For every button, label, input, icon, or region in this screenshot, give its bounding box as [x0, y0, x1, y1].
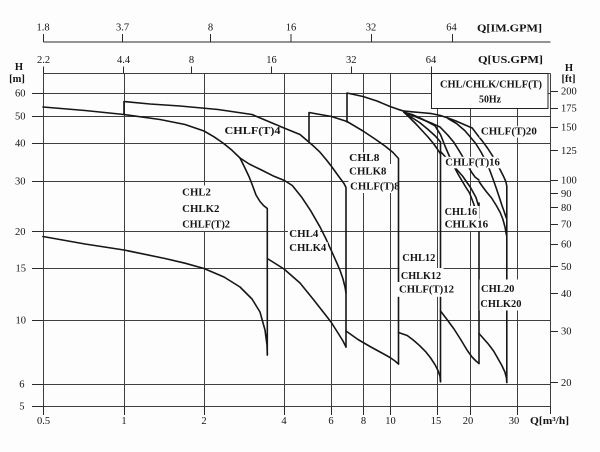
svg-text:CHLK2: CHLK2	[182, 204, 219, 215]
svg-text:2.2: 2.2	[37, 55, 50, 66]
svg-text:40: 40	[561, 289, 572, 300]
svg-text:CHLK12: CHLK12	[401, 271, 441, 282]
svg-text:20: 20	[463, 416, 474, 427]
svg-text:20: 20	[15, 227, 26, 238]
svg-text:150: 150	[561, 123, 577, 134]
svg-text:32: 32	[366, 23, 377, 34]
svg-text:30: 30	[15, 177, 26, 188]
svg-text:Q[IM.GPM]: Q[IM.GPM]	[477, 24, 542, 35]
svg-text:50: 50	[561, 262, 572, 273]
svg-text:[m]: [m]	[9, 74, 25, 85]
svg-text:CHLF(T)4: CHLF(T)4	[225, 126, 282, 137]
svg-text:CHLF(T)20: CHLF(T)20	[481, 127, 537, 138]
svg-text:16: 16	[266, 55, 277, 66]
svg-text:3.7: 3.7	[116, 23, 129, 34]
svg-text:50: 50	[15, 112, 26, 123]
svg-text:125: 125	[561, 146, 577, 157]
svg-text:CHLF(T)16: CHLF(T)16	[445, 157, 500, 168]
svg-text:20: 20	[561, 378, 572, 389]
svg-text:15: 15	[431, 416, 442, 427]
svg-text:H: H	[565, 63, 573, 74]
svg-text:1.8: 1.8	[36, 23, 49, 34]
svg-text:16: 16	[286, 23, 297, 34]
svg-text:CHL16: CHL16	[445, 207, 478, 218]
svg-text:4: 4	[281, 416, 287, 427]
svg-text:CHLK16: CHLK16	[445, 219, 489, 230]
svg-text:CHL4: CHL4	[289, 229, 319, 240]
svg-text:32: 32	[346, 55, 357, 66]
svg-text:30: 30	[509, 416, 520, 427]
svg-text:CHL12: CHL12	[402, 253, 435, 264]
svg-text:8: 8	[189, 55, 194, 66]
svg-text:70: 70	[561, 220, 572, 231]
svg-text:CHLF(T)2: CHLF(T)2	[182, 220, 230, 231]
svg-text:10: 10	[385, 416, 396, 427]
svg-text:CHL20: CHL20	[481, 284, 514, 295]
svg-text:CHLK20: CHLK20	[480, 299, 521, 310]
svg-text:60: 60	[15, 89, 26, 100]
svg-text:175: 175	[561, 104, 577, 115]
svg-text:8: 8	[361, 416, 366, 427]
svg-text:80: 80	[561, 203, 572, 214]
svg-text:0.5: 0.5	[37, 416, 50, 427]
svg-text:100: 100	[561, 176, 577, 187]
svg-text:1: 1	[121, 416, 126, 427]
svg-text:64: 64	[426, 55, 437, 66]
svg-text:H: H	[15, 62, 23, 73]
svg-text:6: 6	[328, 416, 333, 427]
svg-text:50Hz: 50Hz	[479, 94, 501, 105]
svg-text:8: 8	[208, 23, 213, 34]
svg-text:CHLF(T)12: CHLF(T)12	[399, 284, 454, 295]
svg-text:90: 90	[561, 189, 572, 200]
svg-text:4.4: 4.4	[117, 55, 131, 66]
svg-text:30: 30	[561, 327, 572, 338]
svg-text:Q[US.GPM]: Q[US.GPM]	[478, 55, 543, 66]
svg-text:5: 5	[19, 402, 24, 413]
svg-text:CHL8: CHL8	[349, 153, 379, 164]
svg-text:CHL/CHLK/CHLF(T): CHL/CHLK/CHLF(T)	[440, 79, 542, 90]
svg-text:CHL2: CHL2	[182, 188, 211, 199]
svg-text:CHLK8: CHLK8	[349, 166, 386, 177]
svg-text:10: 10	[16, 316, 27, 327]
svg-text:CHLK4: CHLK4	[289, 243, 327, 254]
svg-text:2: 2	[201, 416, 206, 427]
svg-text:200: 200	[561, 87, 577, 98]
svg-text:[ft]: [ft]	[562, 74, 576, 85]
svg-text:40: 40	[15, 139, 26, 150]
svg-text:Q[m³/h]: Q[m³/h]	[530, 416, 569, 427]
svg-text:15: 15	[16, 264, 27, 275]
svg-text:6: 6	[19, 380, 24, 391]
svg-text:CHLF(T)8: CHLF(T)8	[350, 182, 400, 193]
svg-text:64: 64	[446, 23, 457, 34]
svg-text:60: 60	[561, 240, 572, 251]
